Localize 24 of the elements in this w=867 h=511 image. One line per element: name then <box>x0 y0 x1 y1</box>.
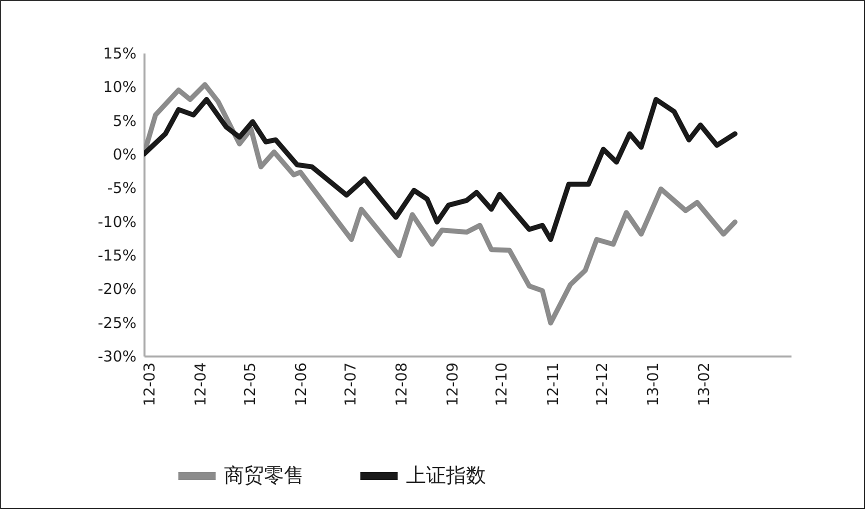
y-tick-label: -25% <box>98 314 136 332</box>
x-tick-label: 12-09 <box>443 362 462 406</box>
x-tick-label: 12-11 <box>544 362 562 406</box>
y-tick-label: 10% <box>103 78 136 96</box>
y-tick-label: -30% <box>98 348 136 366</box>
y-tick-label: -10% <box>98 212 136 231</box>
legend-label: 上证指数 <box>406 463 486 487</box>
x-tick-label: 12-06 <box>292 362 310 406</box>
legend-label: 商贸零售 <box>224 463 304 487</box>
y-tick-label: 15% <box>103 44 136 62</box>
y-tick-label: -5% <box>107 179 136 198</box>
y-tick-label: 5% <box>112 112 136 130</box>
x-tick-label: 12-07 <box>341 362 360 406</box>
x-tick-label: 13-02 <box>695 362 714 406</box>
x-tick-label: 12-04 <box>191 362 210 406</box>
x-tick-label: 13-01 <box>644 362 662 406</box>
y-tick-label: -15% <box>98 246 136 264</box>
x-tick-label: 12-10 <box>492 362 511 406</box>
x-tick-label: 12-12 <box>593 362 612 406</box>
x-tick-label: 12-08 <box>392 362 410 406</box>
x-tick-label: 12-05 <box>240 362 259 406</box>
x-tick-label: 12-03 <box>140 362 158 406</box>
y-tick-label: -20% <box>98 280 136 298</box>
y-tick-label: 0% <box>112 146 136 164</box>
